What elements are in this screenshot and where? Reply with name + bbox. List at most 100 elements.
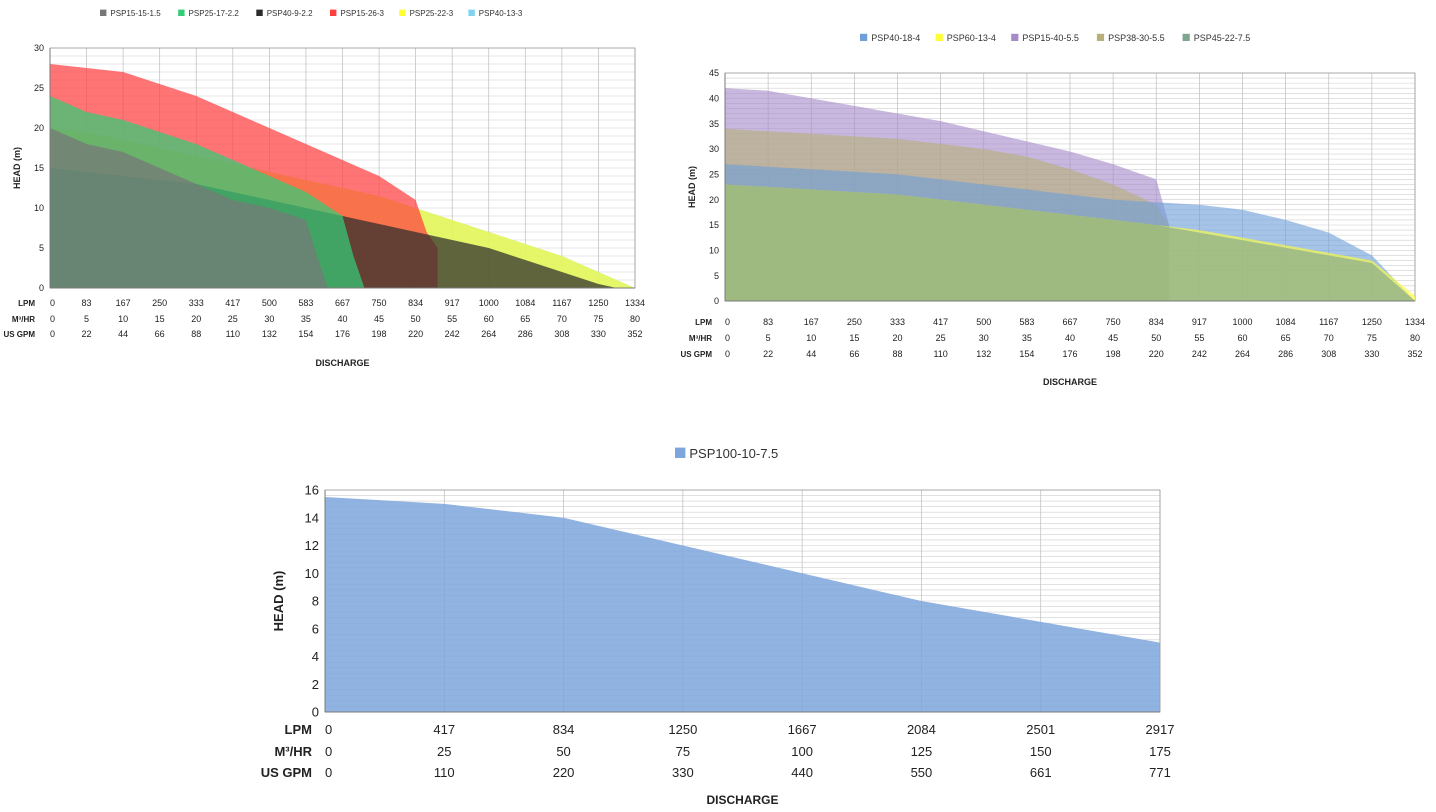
- x-tick-label: 25: [437, 744, 451, 759]
- x-tick-label: 330: [1364, 349, 1379, 359]
- x-tick-label: 55: [1194, 333, 1204, 343]
- x-tick-label: 60: [484, 314, 494, 324]
- x-tick-label: 70: [1324, 333, 1334, 343]
- x-tick-label: 352: [627, 329, 642, 339]
- x-tick-label: 0: [50, 298, 55, 308]
- y-tick-label: 25: [709, 169, 719, 179]
- x-tick-label: 2084: [907, 722, 936, 737]
- pump-curve-chart-3: 0 2 4 6 8 10 12 14 16 HEAD (m) LPM 0 417 834 1250 1667 2…: [250, 440, 1190, 812]
- x-tick-label: 75: [676, 744, 690, 759]
- y-tick-label: 0: [39, 283, 44, 293]
- legend-label: PSP60-13-4: [947, 33, 996, 43]
- x-tick-label: 10: [806, 333, 816, 343]
- x-tick-label: 1334: [625, 298, 645, 308]
- x-tick-label: 583: [298, 298, 313, 308]
- x-tick-label: 333: [890, 317, 905, 327]
- x-tick-label: 0: [50, 314, 55, 324]
- legend-label: PSP38-30-5.5: [1108, 33, 1165, 43]
- x-tick-label: 661: [1030, 765, 1052, 780]
- x-tick-label: 50: [556, 744, 570, 759]
- legend-label: PSP40-18-4: [871, 33, 920, 43]
- x-tick-label: 308: [554, 329, 569, 339]
- x-tick-label: 1667: [788, 722, 817, 737]
- x-tick-label: 308: [1321, 349, 1336, 359]
- x-tick-label: 220: [408, 329, 423, 339]
- x-tick-label: 583: [1019, 317, 1034, 327]
- y-tick-label: 5: [714, 271, 719, 281]
- x-tick-label: 110: [226, 329, 240, 339]
- y-tick-label: 10: [34, 203, 44, 213]
- x-axis-title: DISCHARGE: [1043, 377, 1097, 387]
- x-tick-label: 176: [1062, 349, 1077, 359]
- x-row-label: US GPM: [680, 350, 712, 359]
- legend-swatch: [330, 9, 337, 16]
- legend-label: PSP15-15-1.5: [110, 9, 161, 18]
- x-tick-label: 750: [1106, 317, 1121, 327]
- x-tick-label: 75: [1367, 333, 1377, 343]
- pump-curve-chart-1: 0 5 10 15 20 25 30 HEAD (m) LPM 0 83 167 250 333 417 50…: [0, 0, 660, 390]
- legend-label: PSP40-9-2.2: [267, 9, 313, 18]
- x-tick-label: 50: [1151, 333, 1161, 343]
- x-tick-label: 35: [301, 314, 311, 324]
- x-tick-label: 88: [892, 349, 902, 359]
- x-tick-label: 0: [50, 329, 55, 339]
- x-tick-label: 75: [593, 314, 603, 324]
- x-tick-label: 45: [374, 314, 384, 324]
- x-tick-label: 83: [82, 298, 92, 308]
- x-tick-label: 550: [911, 765, 933, 780]
- x-tick-label: 15: [849, 333, 859, 343]
- x-tick-label: 500: [262, 298, 277, 308]
- y-tick-label: 30: [709, 144, 719, 154]
- x-tick-label: 22: [82, 329, 92, 339]
- x-row-label: M³/HR: [689, 334, 712, 343]
- x-tick-label: 20: [892, 333, 902, 343]
- y-tick-label: 45: [709, 68, 719, 78]
- y-tick-label: 10: [305, 566, 319, 581]
- x-tick-label: 167: [804, 317, 819, 327]
- y-tick-label: 8: [312, 594, 319, 609]
- x-tick-label: 0: [325, 744, 332, 759]
- y-tick-label: 0: [714, 296, 719, 306]
- x-tick-label: 834: [408, 298, 423, 308]
- x-tick-label: 65: [1281, 333, 1291, 343]
- legend-swatch: [1182, 33, 1190, 41]
- x-tick-label: 286: [518, 329, 533, 339]
- x-tick-label: 132: [262, 329, 277, 339]
- y-axis-title: HEAD (m): [687, 166, 697, 208]
- x-row-label: M³/HR: [12, 315, 35, 324]
- legend-swatch: [935, 33, 943, 41]
- legend-label: PSP25-17-2.2: [189, 9, 240, 18]
- x-tick-label: 167: [116, 298, 131, 308]
- chart-3-legend: PSP100-10-7.5: [675, 446, 778, 461]
- y-tick-label: 30: [34, 43, 44, 53]
- y-tick-label: 10: [709, 245, 719, 255]
- x-tick-label: 100: [791, 744, 813, 759]
- x-tick-label: 1167: [552, 298, 571, 308]
- x-tick-label: 66: [155, 329, 165, 339]
- x-tick-label: 40: [337, 314, 347, 324]
- x-row-label: M³/HR: [274, 744, 312, 759]
- x-tick-label: 242: [445, 329, 460, 339]
- x-tick-label: 40: [1065, 333, 1075, 343]
- y-tick-label: 5: [39, 243, 44, 253]
- x-tick-label: 417: [433, 722, 455, 737]
- legend-swatch: [399, 9, 406, 16]
- x-tick-label: 154: [1019, 349, 1034, 359]
- x-tick-label: 917: [1192, 317, 1207, 327]
- x-tick-label: 110: [434, 765, 455, 780]
- legend-swatch: [100, 9, 107, 16]
- legend-label: PSP45-22-7.5: [1194, 33, 1251, 43]
- y-tick-label: 0: [312, 705, 319, 720]
- x-tick-label: 20: [191, 314, 201, 324]
- series-area-psp45-22-7-5: [725, 184, 1415, 301]
- x-tick-label: 0: [325, 765, 332, 780]
- y-axis-title: HEAD (m): [12, 147, 22, 189]
- x-tick-label: 417: [933, 317, 948, 327]
- x-tick-label: 45: [1108, 333, 1118, 343]
- x-row-label: US GPM: [261, 765, 312, 780]
- x-tick-label: 1250: [588, 298, 608, 308]
- x-tick-label: 250: [152, 298, 167, 308]
- x-tick-label: 55: [447, 314, 457, 324]
- legend-label: PSP15-26-3: [340, 9, 384, 18]
- y-axis-title: HEAD (m): [271, 571, 286, 632]
